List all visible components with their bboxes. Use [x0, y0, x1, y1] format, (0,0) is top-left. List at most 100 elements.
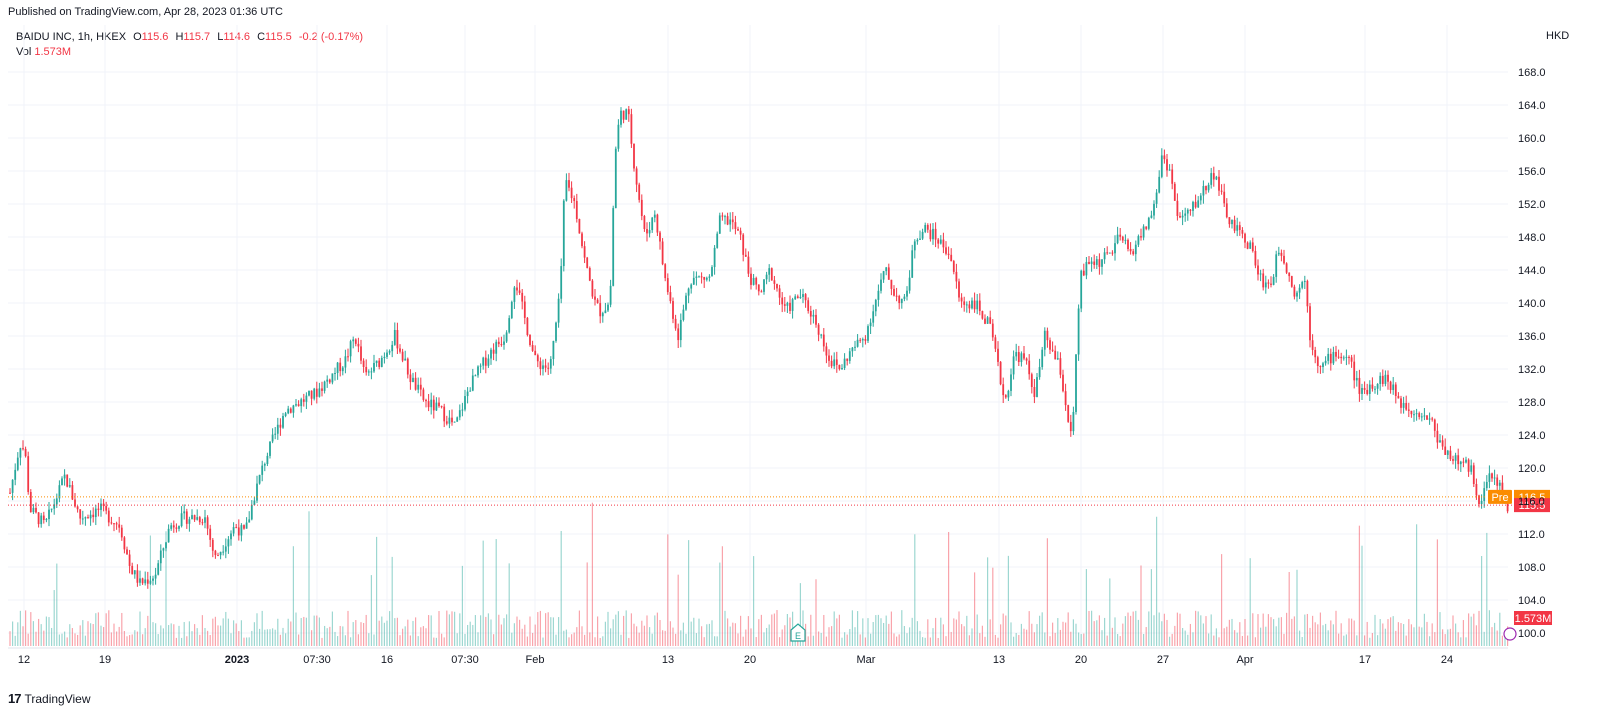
tradingview-footer[interactable]: 17 TradingView: [8, 691, 91, 706]
candle-body: [484, 357, 487, 366]
candle-body: [591, 280, 594, 297]
candle-body: [40, 515, 43, 525]
volume-bar: [480, 615, 482, 646]
candle-body: [921, 231, 924, 239]
open-label: O: [133, 31, 142, 43]
candle-body: [471, 375, 474, 391]
volume-bar: [610, 628, 612, 646]
y-tick-label: 144.0: [1518, 265, 1546, 277]
volume-bar: [204, 627, 206, 646]
volume-bar: [287, 618, 289, 646]
candle-body: [1272, 276, 1275, 285]
x-tick-label: 27: [1157, 654, 1169, 666]
volume-bar: [181, 637, 183, 646]
candle-body: [1337, 356, 1340, 358]
volume-bar: [537, 612, 539, 646]
volume-bar: [1254, 637, 1256, 646]
candle-body: [1267, 282, 1270, 284]
candle-body: [386, 352, 388, 357]
volume-bar: [1348, 618, 1350, 646]
volume-bar: [355, 620, 357, 646]
candle-body: [162, 548, 165, 551]
volume-bar: [747, 616, 749, 646]
candle-body: [1350, 357, 1353, 362]
volume-bar: [1447, 629, 1449, 646]
volume-bar: [888, 623, 890, 646]
volume-bar: [667, 534, 669, 646]
candle-body: [794, 296, 797, 300]
candle-body: [170, 525, 173, 529]
volume-bar: [729, 626, 731, 646]
candle-body: [1220, 190, 1223, 192]
volume-bar: [227, 618, 229, 646]
volume-bar: [654, 615, 656, 646]
volume-bar: [48, 617, 50, 646]
volume-bar: [1135, 610, 1137, 646]
candle-body: [705, 277, 708, 280]
volume-bar: [651, 633, 653, 646]
y-tick-label: 164.0: [1518, 100, 1546, 112]
candle-body: [243, 525, 245, 529]
candle-body: [209, 528, 212, 540]
volume-bar: [1018, 634, 1020, 646]
volume-bar: [935, 617, 937, 646]
volume-bar: [820, 632, 822, 646]
candle-body: [365, 366, 368, 373]
candle-body: [757, 284, 760, 292]
volume-bar: [545, 613, 547, 646]
symbol-label[interactable]: BAIDU INC, 1h, HKEX: [16, 31, 127, 43]
volume-bar: [1098, 615, 1100, 646]
candle-body: [729, 219, 732, 225]
candle-body: [659, 232, 661, 242]
volume-bar: [503, 618, 505, 646]
volume-bar: [828, 627, 830, 646]
candle-body: [721, 215, 724, 217]
candle-body: [1397, 395, 1400, 399]
volume-bar: [1293, 616, 1295, 646]
volume-bar: [22, 626, 24, 646]
candle-body: [1101, 259, 1103, 267]
volume-bar: [662, 630, 664, 646]
candle-body: [583, 246, 586, 258]
volume-bar: [953, 618, 955, 646]
pre-badge: [1488, 489, 1512, 504]
volume-bar: [690, 621, 692, 646]
volume-bar: [422, 626, 424, 646]
candle-body: [305, 395, 308, 402]
volume-bar: [1338, 633, 1340, 646]
volume-bar: [1358, 525, 1360, 646]
candle-body: [55, 498, 58, 505]
y-tick-label: 140.0: [1518, 298, 1546, 310]
volume-bar: [66, 637, 68, 646]
candle-body: [937, 239, 940, 244]
volume-bar: [799, 583, 801, 646]
candle-body: [1439, 440, 1441, 443]
candle-body: [287, 408, 290, 414]
candle-body: [1322, 363, 1324, 368]
candle-body: [640, 199, 643, 217]
candle-body: [427, 401, 430, 408]
volume-bar: [664, 630, 666, 646]
volume-bar: [1057, 618, 1059, 646]
volume-bar: [1028, 611, 1030, 646]
candle-body: [1168, 169, 1171, 171]
volume-bar: [779, 637, 781, 646]
candle-body: [1433, 419, 1436, 431]
candle-body: [614, 148, 617, 209]
candle-body: [492, 349, 495, 354]
volume-bar: [745, 629, 747, 646]
candle-body: [1376, 383, 1379, 389]
volume-bar: [506, 614, 508, 646]
volume-bar: [334, 631, 336, 646]
volume-bar: [342, 626, 344, 646]
candle-body: [1389, 381, 1392, 391]
candle-body: [198, 517, 201, 523]
volume-bar: [1478, 610, 1480, 646]
candle-body: [1184, 213, 1187, 216]
volume-bar: [984, 636, 986, 646]
candle-body: [232, 527, 235, 534]
candle-body: [1475, 484, 1478, 496]
volume-bar: [1405, 635, 1407, 646]
volume-bar: [1195, 610, 1197, 646]
